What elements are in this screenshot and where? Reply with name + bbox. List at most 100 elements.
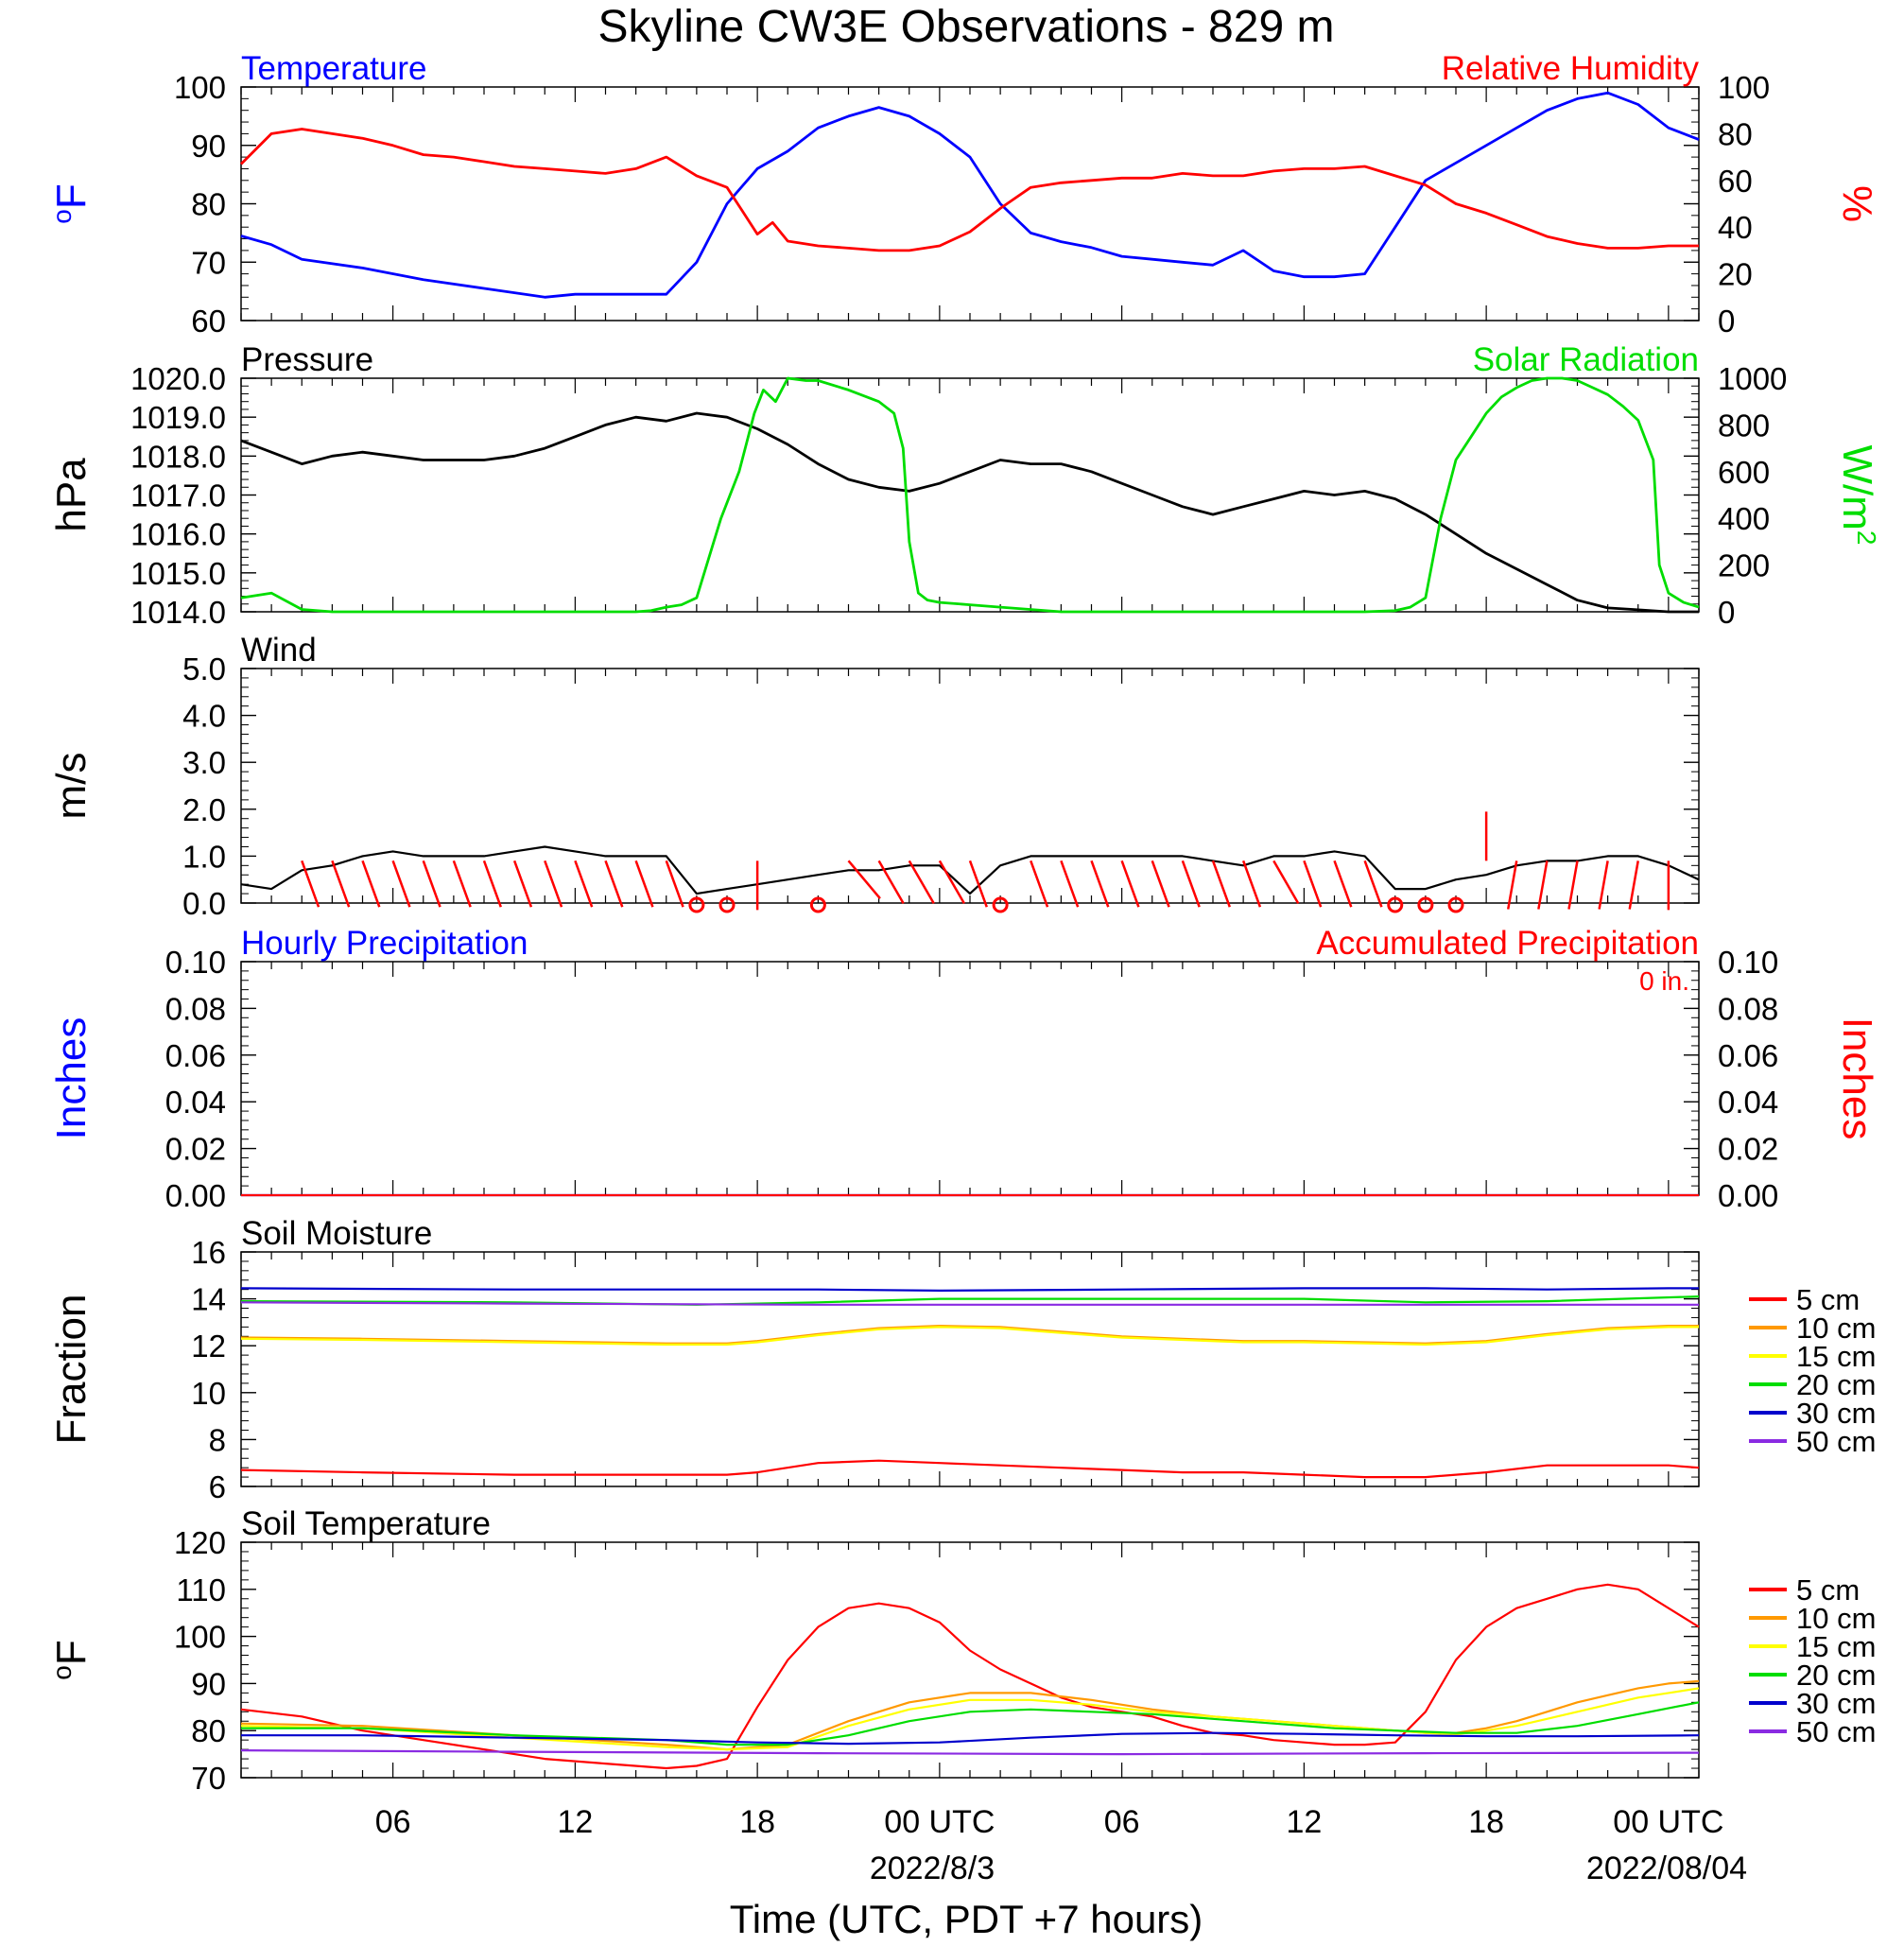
y-tick-label: 16 bbox=[191, 1235, 226, 1270]
panel-left-title: Wind bbox=[241, 632, 317, 669]
wind-barb bbox=[1060, 860, 1080, 908]
y-tick-label: 2.0 bbox=[182, 792, 226, 827]
y-right-tick-label: 200 bbox=[1718, 548, 1770, 583]
wind-barb bbox=[634, 860, 654, 908]
y-tick-label: 70 bbox=[191, 1761, 226, 1796]
y-axis-label: hPa bbox=[48, 458, 95, 532]
wind-barb bbox=[1363, 860, 1383, 908]
y-tick-label: 8 bbox=[209, 1422, 226, 1457]
y-tick-label: 10 bbox=[191, 1376, 226, 1411]
wind-barb bbox=[391, 860, 411, 908]
wind-barb bbox=[1333, 860, 1353, 908]
panel-left-title: Temperature bbox=[241, 50, 426, 87]
y-tick-label: 110 bbox=[176, 1572, 226, 1607]
wind-barb bbox=[1120, 860, 1140, 908]
panel-2: 0.0 1.0 2.0 3.0 4.0 5.0 Wind m/s bbox=[48, 632, 1700, 921]
series-line bbox=[240, 1459, 1700, 1479]
x-tick-label: 00 UTC bbox=[884, 1804, 995, 1840]
wind-barb bbox=[1211, 860, 1231, 908]
unit-exponent: 2 bbox=[1853, 530, 1882, 546]
wind-barb bbox=[1303, 860, 1323, 908]
series-line bbox=[240, 1679, 1700, 1751]
series-line bbox=[240, 1287, 1699, 1293]
y-tick-label: 6 bbox=[209, 1469, 226, 1504]
series-line bbox=[240, 1326, 1699, 1347]
panel-left-title: Pressure bbox=[241, 341, 373, 378]
panel-frame bbox=[240, 1541, 1700, 1779]
y-tick-label: 70 bbox=[191, 245, 226, 280]
y-right-tick-label: 0.04 bbox=[1718, 1085, 1778, 1120]
wind-barb bbox=[1537, 860, 1549, 910]
calm-wind-marker bbox=[1447, 896, 1464, 913]
series-line bbox=[240, 376, 1700, 614]
wind-barb bbox=[1628, 860, 1639, 910]
series-line bbox=[241, 1731, 1700, 1746]
x-tick-label: 12 bbox=[1286, 1804, 1322, 1840]
wind-barb bbox=[512, 860, 533, 908]
y-tick-label: 100 bbox=[174, 70, 226, 105]
y-tick-label: 5.0 bbox=[182, 652, 226, 686]
wind-barb bbox=[1598, 860, 1609, 910]
y-tick-label: 1020.0 bbox=[130, 361, 226, 396]
x-axis: 06 12 18 00 UTC 06 12 18 00 UTC bbox=[375, 1804, 1724, 1840]
y-right-tick-label: 0.00 bbox=[1718, 1178, 1778, 1213]
y-tick-label: 0.04 bbox=[165, 1085, 226, 1120]
y-tick-label: 1016.0 bbox=[130, 517, 226, 552]
wind-barb bbox=[908, 860, 935, 905]
panel-frame bbox=[240, 1251, 1700, 1487]
wind-barb bbox=[938, 860, 965, 905]
y-tick-label: 0.08 bbox=[165, 991, 226, 1026]
panel-3: 0.00 0.02 0.04 0.06 0.08 0.10 0.00 0.02 0.04 0.06… bbox=[48, 925, 1880, 1213]
date-label-2: 2022/08/04 bbox=[1586, 1850, 1747, 1886]
legend-label: 20 cm bbox=[1796, 1659, 1876, 1692]
series-line bbox=[240, 91, 1700, 299]
wind-barb bbox=[452, 860, 472, 908]
wind-barb bbox=[1090, 860, 1110, 908]
series-line bbox=[240, 1583, 1700, 1770]
legend-label: 20 cm bbox=[1796, 1368, 1876, 1401]
x-tick-label: 06 bbox=[1104, 1804, 1140, 1840]
y-right-tick-label: 40 bbox=[1718, 210, 1753, 245]
panel-5: 70 80 90 100 110 120 Soil Temperature oF 5 cm10 … bbox=[47, 1505, 1877, 1796]
panel-right-title: Relative Humidity bbox=[1442, 50, 1700, 87]
wind-barb bbox=[422, 860, 441, 908]
series-line bbox=[241, 1701, 1700, 1746]
panel-frame bbox=[240, 961, 1700, 1196]
series-line bbox=[240, 845, 1700, 895]
chart-title: Skyline CW3E Observations - 829 m bbox=[598, 2, 1335, 52]
y-tick-label: 1017.0 bbox=[130, 478, 226, 513]
unit-letter: F bbox=[48, 1640, 95, 1665]
wind-barb bbox=[544, 860, 563, 908]
series-line bbox=[240, 128, 1699, 252]
y-axis-label-right: % bbox=[1834, 185, 1880, 222]
wind-barb bbox=[482, 860, 502, 908]
y-tick-label: 1.0 bbox=[182, 839, 226, 874]
legend-label: 50 cm bbox=[1796, 1425, 1876, 1458]
y-right-tick-label: 600 bbox=[1718, 455, 1770, 490]
calm-wind-marker bbox=[1387, 896, 1404, 913]
y-axis-label-right: Inches bbox=[1834, 1017, 1880, 1140]
x-tick-label: 18 bbox=[739, 1804, 775, 1840]
series-line bbox=[240, 1687, 1700, 1751]
degree-sign: o bbox=[47, 1665, 77, 1680]
y-axis-label: Fraction bbox=[48, 1294, 95, 1445]
calm-wind-marker bbox=[1417, 896, 1434, 913]
y-tick-label: 120 bbox=[174, 1525, 226, 1560]
unit-letter: F bbox=[48, 183, 95, 209]
wind-barb bbox=[1506, 860, 1518, 910]
y-right-tick-label: 60 bbox=[1718, 164, 1753, 199]
y-right-tick-label: 0.08 bbox=[1718, 991, 1778, 1026]
y-tick-label: 1018.0 bbox=[130, 439, 226, 474]
x-axis-label: Time (UTC, PDT +7 hours) bbox=[730, 1897, 1203, 1941]
legend-label: 15 cm bbox=[1796, 1630, 1876, 1663]
calm-wind-marker bbox=[809, 896, 826, 913]
wind-barb bbox=[361, 860, 381, 908]
unit-text: W/m bbox=[1834, 445, 1880, 530]
wind-barb bbox=[1567, 860, 1579, 910]
wind-barb bbox=[604, 860, 624, 908]
y-right-tick-label: 400 bbox=[1718, 501, 1770, 536]
precip-annotation: 0 in. bbox=[1639, 966, 1689, 996]
